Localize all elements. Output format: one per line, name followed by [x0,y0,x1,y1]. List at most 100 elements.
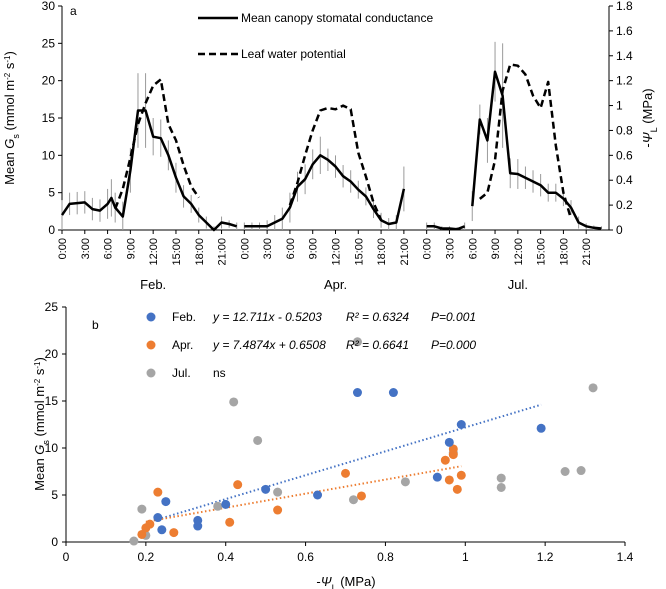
a-right-tick-label: 0 [616,223,623,237]
b-x-tick-label: 1 [462,550,469,564]
a-x-tick-label: 21:00 [581,238,593,266]
b-point-feb [352,388,362,398]
legend-apr-r2: R² = 0.6641 [346,338,409,352]
legend-jul-marker [146,368,156,378]
a-right-tick-label: 0.8 [616,123,633,137]
a-left-tick-label: 20 [42,74,56,88]
a-right-tick-label: 0.6 [616,148,633,162]
panel-a-left-axis-label: Mean Gs (mmol m-2 s-1) [2,51,21,185]
a-x-tick-label: 12:00 [513,238,525,266]
a-gs-line [471,70,602,230]
a-left-tick-label: 10 [42,148,56,162]
a-x-tick-label: 18:00 [194,238,206,266]
a-x-tick-label: 9:00 [125,238,137,259]
legend-lwp-label: Leaf water potential [241,47,346,61]
a-x-tick-label: 9:00 [308,238,320,259]
legend-feb-r2: R² = 0.6324 [346,310,409,324]
b-point-feb [221,499,231,509]
b-point-feb [444,437,454,447]
b-point-jul [496,473,506,483]
b-point-apr [169,528,179,538]
b-point-apr [341,468,350,478]
a-lwp-line [288,104,383,221]
b-x-tick-label: 1.4 [617,550,634,564]
b-point-jul [253,435,263,445]
legend-feb-label: Feb. [172,310,196,324]
legend-apr-label: Apr. [172,338,193,352]
a-x-tick-label: 9:00 [490,238,502,259]
b-point-feb [536,423,546,433]
a-x-tick-label: 3:00 [444,238,456,259]
b-point-apr [452,484,462,494]
b-point-apr [225,517,235,527]
a-gs-line [244,154,406,228]
a-x-tick-label: 0:00 [422,238,434,259]
panel-a-legend: Mean canopy stomatal conductance Leaf wa… [198,11,433,61]
a-right-tick-label: 1.6 [616,24,633,38]
a-left-tick-label: 25 [42,36,56,50]
b-point-jul [496,482,506,492]
a-x-tick-label: 3:00 [262,238,274,259]
a-lwp-line [479,63,573,220]
legend-jul-label: Jul. [172,366,191,380]
a-x-tick-label: 15:00 [353,238,365,266]
a-month-label: Feb. [140,277,166,292]
b-y-tick-label: 25 [45,300,59,314]
b-trendline-feb [157,403,542,521]
a-right-tick-label: 1 [616,99,623,113]
a-right-tick-label: 1.4 [616,49,633,63]
b-point-jul [137,504,147,514]
b-point-jul [400,477,410,487]
b-point-apr [448,444,458,454]
b-x-tick-label: 0.2 [138,550,155,564]
a-x-tick-label: 12:00 [148,238,160,266]
a-x-tick-label: 3:00 [80,238,92,259]
a-x-tick-label: 6:00 [285,238,297,259]
b-x-tick-label: 0 [63,550,70,564]
b-point-jul [229,397,239,407]
b-point-apr [233,480,243,490]
b-point-feb [193,515,203,525]
b-y-tick-label: 0 [51,535,58,549]
b-point-jul [560,467,570,476]
b-point-apr [145,519,155,529]
b-point-apr [137,529,147,539]
b-point-apr [273,505,283,515]
panel-a-right-ticks: 0 0.2 0.4 0.6 0.8 1 1.2 1.4 1.6 1.8 [609,0,633,237]
legend-gs-label: Mean canopy stomatal conductance [241,11,433,25]
b-point-jul [213,501,223,511]
panel-b-label: b [92,318,99,332]
b-point-feb [161,497,171,507]
a-month-label: Apr. [324,277,347,292]
b-x-tick-label: 1.2 [537,550,554,564]
panel-b: 0 5 10 15 20 25 0 0.2 0.4 0.6 0.8 1 1.2 1.4 b Feb. y… [32,300,634,589]
panel-b-points [129,337,598,546]
panel-a-lines [60,63,602,232]
panel-b-y-ticks: 0 5 10 15 20 25 [45,300,66,549]
a-x-tick-label: 0:00 [57,238,69,259]
b-point-apr [153,487,163,497]
b-point-jul [588,383,598,393]
panel-b-legend: Feb. y = 12.711x - 0.5203 R² = 0.6324 P=… [146,310,476,380]
b-point-feb [388,388,398,398]
b-point-apr [444,475,454,485]
b-point-feb [432,472,442,482]
a-x-tick-label: 15:00 [171,238,183,266]
b-y-tick-label: 15 [45,394,59,408]
b-point-jul [129,536,139,546]
b-point-jul [576,466,586,476]
a-left-tick-label: 5 [48,186,55,200]
b-point-feb [261,484,271,494]
b-x-tick-label: 0.8 [377,550,394,564]
a-x-tick-label: 21:00 [217,238,229,266]
panel-b-y-axis-label: Mean Gs (mmol m-2 s-1) [32,357,51,491]
a-left-tick-label: 0 [48,223,55,237]
a-right-tick-label: 1.2 [616,74,633,88]
b-point-feb [313,490,323,500]
legend-feb-marker [146,312,156,322]
b-y-tick-label: 5 [51,488,58,502]
panel-a-left-ticks: 0 5 10 15 20 25 30 [42,0,62,237]
b-point-jul [352,337,362,347]
